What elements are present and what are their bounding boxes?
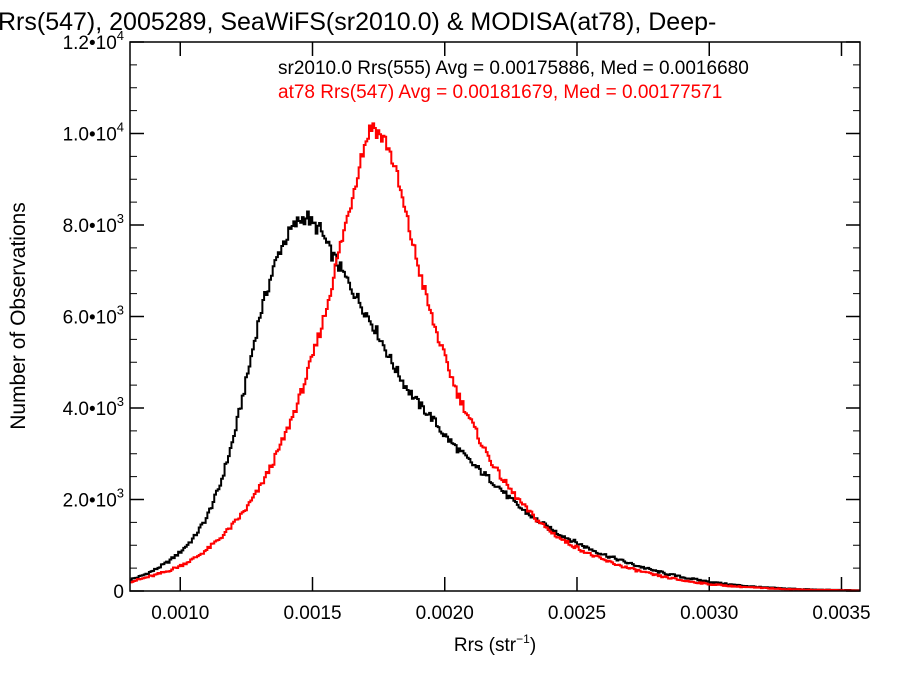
y-tick-label: 1.2•104	[63, 28, 124, 54]
y-tick-label: 8.0•103	[63, 211, 124, 237]
x-axis-label-sup: −1	[516, 632, 530, 646]
x-tick-label: 0.0020	[416, 603, 474, 624]
y-tick-label-exponent: 3	[117, 486, 124, 501]
y-tick-label-mantissa: 6.0•10	[63, 308, 117, 329]
x-tick-label: 0.0035	[812, 603, 870, 624]
y-tick-label-exponent: 4	[117, 120, 124, 135]
x-axis: 0.0010 0.0015 0.0020 0.0025 0.0030 0.0035	[151, 42, 871, 624]
y-tick-label-mantissa: 0	[113, 582, 124, 603]
y-tick-label-exponent: 3	[117, 211, 124, 226]
x-tick-label: 0.0025	[548, 603, 606, 624]
x-axis-label-main: Rrs (str	[454, 635, 517, 656]
x-tick-label: 0.0015	[283, 603, 341, 624]
annotation-black: sr2010.0 Rrs(555) Avg = 0.00175886, Med …	[278, 58, 749, 79]
y-tick-label: 4.0•103	[63, 394, 124, 420]
y-tick-label: 2.0•103	[63, 486, 124, 512]
y-axis: 02.0•1034.0•1036.0•1038.0•1031.0•1041.2•…	[63, 28, 860, 603]
x-tick-label: 0.0030	[680, 603, 738, 624]
chart-title: Rrs(547), 2005289, SeaWiFS(sr2010.0) & M…	[0, 8, 716, 36]
x-axis-label: Rrs (str−1)	[454, 632, 536, 656]
x-tick-label: 0.0010	[151, 603, 209, 624]
annotations: sr2010.0 Rrs(555) Avg = 0.00175886, Med …	[278, 58, 749, 103]
y-tick-label: 1.0•104	[63, 120, 124, 146]
plot-frame	[129, 41, 861, 592]
y-tick-label-mantissa: 1.2•10	[63, 33, 117, 54]
x-axis-label-close: )	[530, 635, 536, 656]
y-tick-label-mantissa: 8.0•10	[63, 216, 117, 237]
y-tick-label-mantissa: 2.0•10	[63, 491, 117, 512]
y-tick-label-exponent: 4	[117, 28, 124, 43]
y-tick-label-mantissa: 4.0•10	[63, 399, 117, 420]
series-line-0	[130, 210, 860, 592]
y-tick-label-mantissa: 1.0•10	[63, 125, 117, 146]
y-tick-label: 6.0•103	[63, 303, 124, 329]
y-tick-label-exponent: 3	[117, 303, 124, 318]
y-tick-label-exponent: 3	[117, 394, 124, 409]
series-line-1	[130, 122, 860, 592]
annotation-red: at78 Rrs(547) Avg = 0.00181679, Med = 0.…	[278, 82, 722, 103]
y-tick-label: 0	[113, 582, 124, 603]
series-group	[130, 122, 860, 592]
y-axis-label: Number of Observations	[7, 202, 30, 430]
